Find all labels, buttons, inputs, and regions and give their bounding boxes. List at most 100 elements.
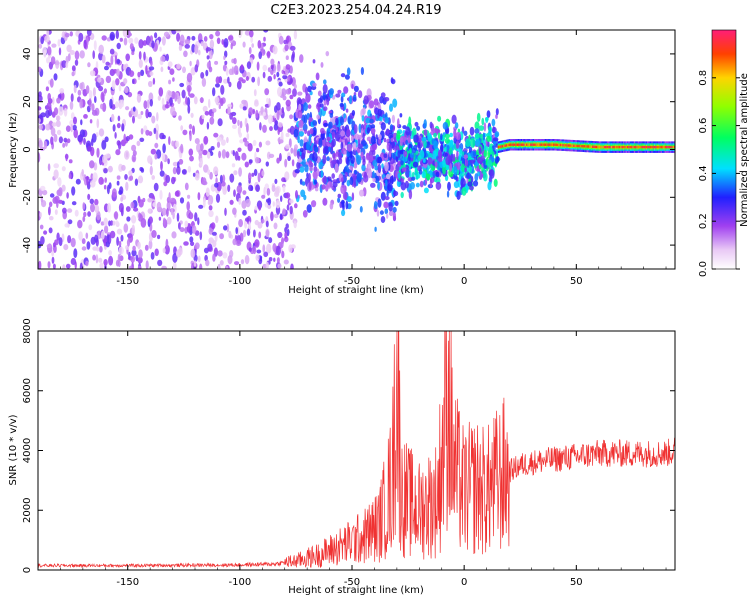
spectrogram-cell: [308, 172, 311, 182]
spectrogram-cell: [137, 71, 141, 78]
spectrogram-cell: [302, 123, 308, 132]
spectrogram-cell: [100, 91, 105, 102]
spectrogram-cell: [191, 225, 197, 234]
spectrogram-cell: [320, 132, 325, 141]
spectrogram-cell: [142, 197, 146, 203]
spectrogram-cell: [58, 136, 64, 144]
spectrogram-cell: [380, 216, 386, 223]
spectrogram-cell: [238, 197, 242, 205]
spectrogram-cell: [447, 181, 451, 191]
spectrogram-cell: [273, 63, 277, 74]
spectrogram-x-ticks: -150 -100 -50 0 50: [37, 30, 667, 287]
spectrogram-cell: [65, 61, 69, 69]
spectrogram-cell: [207, 169, 211, 175]
snr-xtick-label: 0: [461, 577, 467, 588]
spectrogram-band-cell: [589, 145, 591, 148]
spectrogram-cell: [344, 138, 348, 146]
spectrogram-cell: [82, 202, 86, 210]
spectrogram-cell: [53, 163, 59, 169]
spectrogram-band-cell: [553, 143, 555, 146]
spectrogram-cell: [58, 106, 64, 116]
spectrogram-cell: [92, 254, 96, 261]
spectrogram-cell: [460, 178, 466, 188]
spectrogram-cell: [251, 172, 255, 177]
spectrogram-cell: [208, 66, 213, 73]
spectrogram-cell: [346, 143, 353, 152]
spectrogram-cell: [246, 123, 249, 133]
colorbar: 0.0 0.2 0.4 0.6 0.8 Normalized spectral ampl…: [698, 29, 750, 277]
spectrogram-cell: [164, 244, 170, 255]
spectrogram-cell: [483, 149, 488, 158]
spectrogram-cell: [250, 36, 254, 43]
spectrogram-cell: [66, 44, 72, 53]
spectrogram-cell: [289, 114, 294, 120]
spectrogram-cell: [315, 72, 320, 81]
spectrogram-cell: [247, 142, 253, 152]
spectrogram-cell: [299, 139, 304, 147]
spectrogram-band-cell: [562, 144, 564, 147]
spectrogram-cell: [340, 141, 344, 151]
spectrogram-cell: [70, 124, 73, 133]
spectrogram-cell: [474, 121, 480, 130]
spectrogram-cell: [136, 93, 142, 103]
spectrogram-cell: [157, 95, 161, 101]
spectrogram-cell: [353, 124, 358, 134]
spectrogram-cell: [283, 39, 288, 45]
spectrogram-cell: [278, 81, 283, 87]
spectrogram-cell: [322, 91, 327, 101]
spectrogram-cell: [214, 182, 219, 188]
spectrogram-cell: [289, 125, 295, 135]
spectrogram-cell: [372, 170, 375, 180]
spectrogram-band-cell: [566, 144, 568, 147]
spectrogram-cell: [181, 169, 187, 175]
spectrogram-cell: [357, 143, 363, 149]
spectrogram-cell: [65, 125, 71, 132]
spectrogram-cell: [396, 130, 401, 140]
spectrogram-cell: [262, 124, 267, 133]
spectrogram-cell: [63, 137, 68, 143]
spectrogram-cell: [464, 158, 469, 167]
spectrogram-band-cell: [515, 143, 517, 146]
spectrogram-cell: [161, 207, 167, 216]
spectrogram-cell: [308, 135, 312, 145]
spectrogram-cell: [51, 122, 57, 127]
spectrogram-cell: [179, 197, 185, 204]
spectrogram-cell: [50, 127, 56, 137]
spectrogram-cell: [86, 175, 89, 186]
spectrogram-cell: [161, 36, 166, 46]
spectrogram-cell: [224, 207, 227, 216]
spectrogram-cell: [365, 117, 371, 124]
spectrogram-cell: [442, 164, 446, 175]
spectrogram-cell: [378, 134, 382, 140]
spectrogram-cell: [121, 123, 125, 132]
spectrogram-cell: [281, 106, 284, 114]
spectrogram-cell: [367, 168, 372, 179]
spectrogram-cell: [167, 61, 173, 68]
colorbar-ticks: 0.0 0.2 0.4 0.6 0.8: [698, 70, 740, 277]
spectrogram-cell: [288, 244, 293, 253]
spectrogram-cell: [46, 102, 52, 110]
spectrogram-cell: [103, 88, 107, 94]
spectrogram-cell: [313, 166, 318, 173]
spectrogram-cell: [285, 55, 289, 60]
spectrogram-cell: [178, 115, 182, 121]
spectrogram-band-cell: [508, 143, 511, 146]
spectrogram-band-cell: [532, 143, 535, 146]
spectrogram-cell: [259, 256, 263, 262]
spectrogram-cell: [388, 150, 392, 158]
spectrogram-cell: [38, 124, 43, 130]
spectrogram-cell: [66, 192, 69, 199]
spectrogram-cell: [183, 241, 189, 246]
spectrogram-cell: [149, 99, 153, 107]
spectrogram-cell: [237, 119, 240, 127]
spectrogram-cell: [122, 64, 127, 71]
spectrogram-cell: [273, 257, 276, 262]
spectrogram-cell: [187, 194, 191, 199]
spectrogram-cell: [147, 111, 152, 118]
spectrogram-band-cell: [652, 145, 655, 149]
spectrogram-cell: [330, 160, 335, 169]
spectrogram-cell: [267, 114, 273, 124]
spectrogram-cell: [162, 143, 166, 154]
spectrogram-band-cell: [586, 145, 589, 148]
spectrogram-cell: [278, 35, 284, 45]
